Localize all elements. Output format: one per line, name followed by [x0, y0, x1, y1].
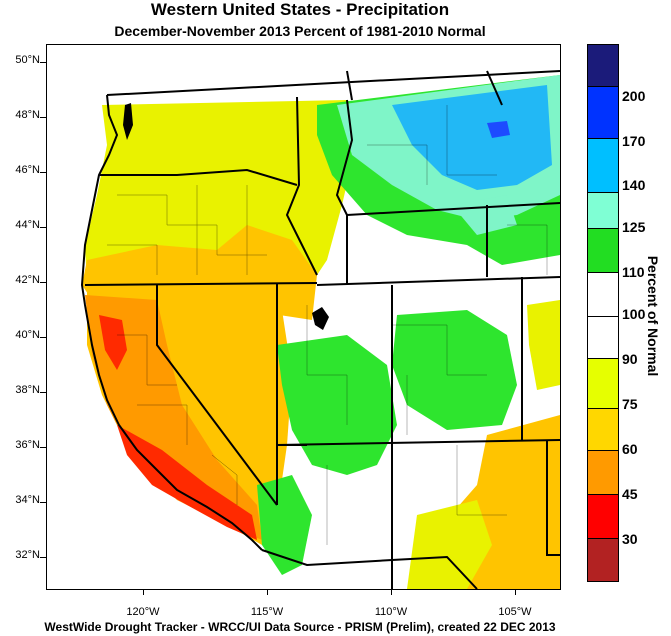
state-borders	[80, 70, 560, 589]
lat-tick	[40, 447, 46, 448]
lat-label-48: 48°N	[15, 109, 40, 121]
lon-label-105: 105°W	[498, 606, 532, 618]
lat-label-38: 38°N	[15, 384, 40, 396]
legend-box-140-170	[588, 139, 618, 193]
legend-label-90: 90	[622, 351, 638, 367]
region-yellow-co-east	[527, 300, 560, 390]
lat-label-42: 42°N	[15, 274, 40, 286]
legend-box-below-30	[588, 539, 618, 581]
lon-tick	[391, 589, 392, 595]
legend-label-125: 125	[622, 219, 646, 235]
region-green-co	[392, 310, 517, 430]
lon-label-120: 120°W	[126, 606, 160, 618]
region-yellow-nm	[407, 500, 492, 589]
lat-tick	[40, 557, 46, 558]
region-red-ca	[117, 425, 257, 540]
region-red-ca-north	[99, 315, 127, 370]
lat-tick	[40, 392, 46, 393]
legend-label-60: 60	[622, 441, 638, 457]
lat-label-46: 46°N	[15, 164, 40, 176]
legend-label-140: 140	[622, 177, 646, 193]
region-blue-mt	[487, 121, 510, 138]
region-orange-ca	[85, 295, 262, 540]
lon-tick	[143, 589, 144, 595]
map-svg	[77, 70, 560, 589]
legend-box-30-45	[588, 495, 618, 539]
lon-tick	[267, 589, 268, 595]
lat-tick	[40, 502, 46, 503]
lon-label-115: 115°W	[250, 606, 284, 618]
lat-tick	[40, 172, 46, 173]
legend-box-100-110	[588, 273, 618, 317]
color-legend	[587, 44, 619, 582]
legend-box-110-125	[588, 229, 618, 273]
legend-box-170-200	[588, 87, 618, 139]
lon-tick	[515, 589, 516, 595]
legend-box-125-140	[588, 193, 618, 229]
precipitation-map	[46, 44, 561, 590]
lat-tick	[40, 282, 46, 283]
legend-box-90-100	[588, 317, 618, 359]
lat-label-50: 50°N	[15, 54, 40, 66]
lat-label-44: 44°N	[15, 219, 40, 231]
region-aqua-wy	[452, 195, 517, 235]
county-borders	[107, 105, 548, 545]
legend-label-75: 75	[622, 396, 638, 412]
region-sky-mt	[392, 85, 552, 190]
footer-credit: WestWide Drought Tracker - WRCC/UI Data …	[44, 620, 556, 634]
lat-tick	[40, 62, 46, 63]
puget-sound	[123, 103, 133, 140]
legend-label-170: 170	[622, 133, 646, 149]
legend-label-100: 100	[622, 306, 646, 322]
map-title: Western United States - Precipitation	[150, 0, 450, 19]
lat-label-40: 40°N	[15, 329, 40, 341]
map-subtitle: December-November 2013 Percent of 1981-2…	[114, 23, 486, 39]
region-green-az	[257, 475, 312, 575]
legend-title: Percent of Normal	[645, 255, 661, 377]
lat-tick	[40, 227, 46, 228]
legend-box-75-90	[588, 359, 618, 409]
lat-tick	[40, 337, 46, 338]
lat-label-32: 32°N	[15, 549, 40, 561]
great-salt-lake	[312, 307, 329, 330]
lat-tick	[40, 117, 46, 118]
legend-label-45: 45	[622, 486, 638, 502]
legend-box-45-60	[588, 451, 618, 495]
legend-box-60-75	[588, 409, 618, 451]
lat-label-34: 34°N	[15, 494, 40, 506]
legend-box-200-plus	[588, 45, 618, 87]
legend-label-200: 200	[622, 88, 646, 104]
lat-label-36: 36°N	[15, 439, 40, 451]
legend-label-110: 110	[622, 264, 645, 280]
lon-label-110: 110°W	[374, 606, 408, 618]
legend-label-30: 30	[622, 531, 638, 547]
